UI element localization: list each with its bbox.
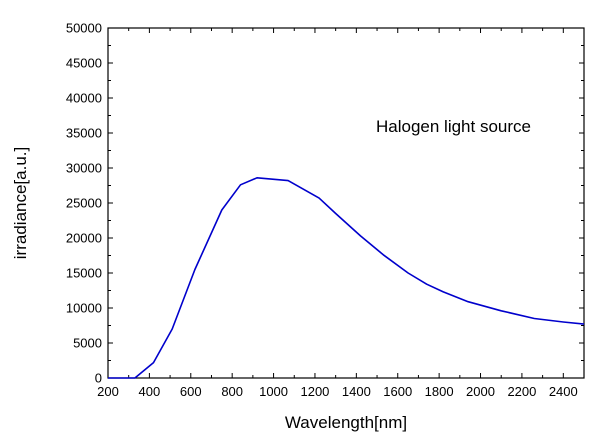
x-tick-label: 400 (139, 384, 161, 399)
series-line (108, 177, 585, 379)
y-tick-label: 15000 (66, 266, 102, 281)
y-tick-label: 0 (95, 371, 102, 386)
plot-frame (107, 27, 585, 379)
y-tick-label: 40000 (66, 91, 102, 106)
y-tick-label: 25000 (66, 196, 102, 211)
x-tick-label: 800 (221, 384, 243, 399)
x-tick-label: 1000 (259, 384, 288, 399)
x-tick-label: 2400 (549, 384, 578, 399)
y-axis-title: irradiance[a.u.] (11, 147, 30, 259)
x-tick-label: 1600 (383, 384, 412, 399)
plot-area: 0 5000 10000 15000 20000 25000 30000 35000 40000… (66, 21, 585, 399)
y-tick-label: 35000 (66, 126, 102, 141)
x-tick-label: 1200 (300, 384, 329, 399)
x-tick-label: 600 (180, 384, 202, 399)
y-tick-label: 10000 (66, 301, 102, 316)
x-tick-label: 200 (97, 384, 119, 399)
y-tick-label: 30000 (66, 161, 102, 176)
y-tick-label: 50000 (66, 21, 102, 36)
x-tick-label: 1800 (425, 384, 454, 399)
x-tick-label: 2000 (466, 384, 495, 399)
y-tick-label: 20000 (66, 231, 102, 246)
x-tick-label: 1400 (342, 384, 371, 399)
x-axis-title: Wavelength[nm] (285, 413, 407, 432)
x-tick-label: 2200 (507, 384, 536, 399)
chart-annotation: Halogen light source (376, 117, 531, 136)
y-tick-label: 45000 (66, 56, 102, 71)
y-tick-label: 5000 (73, 336, 102, 351)
